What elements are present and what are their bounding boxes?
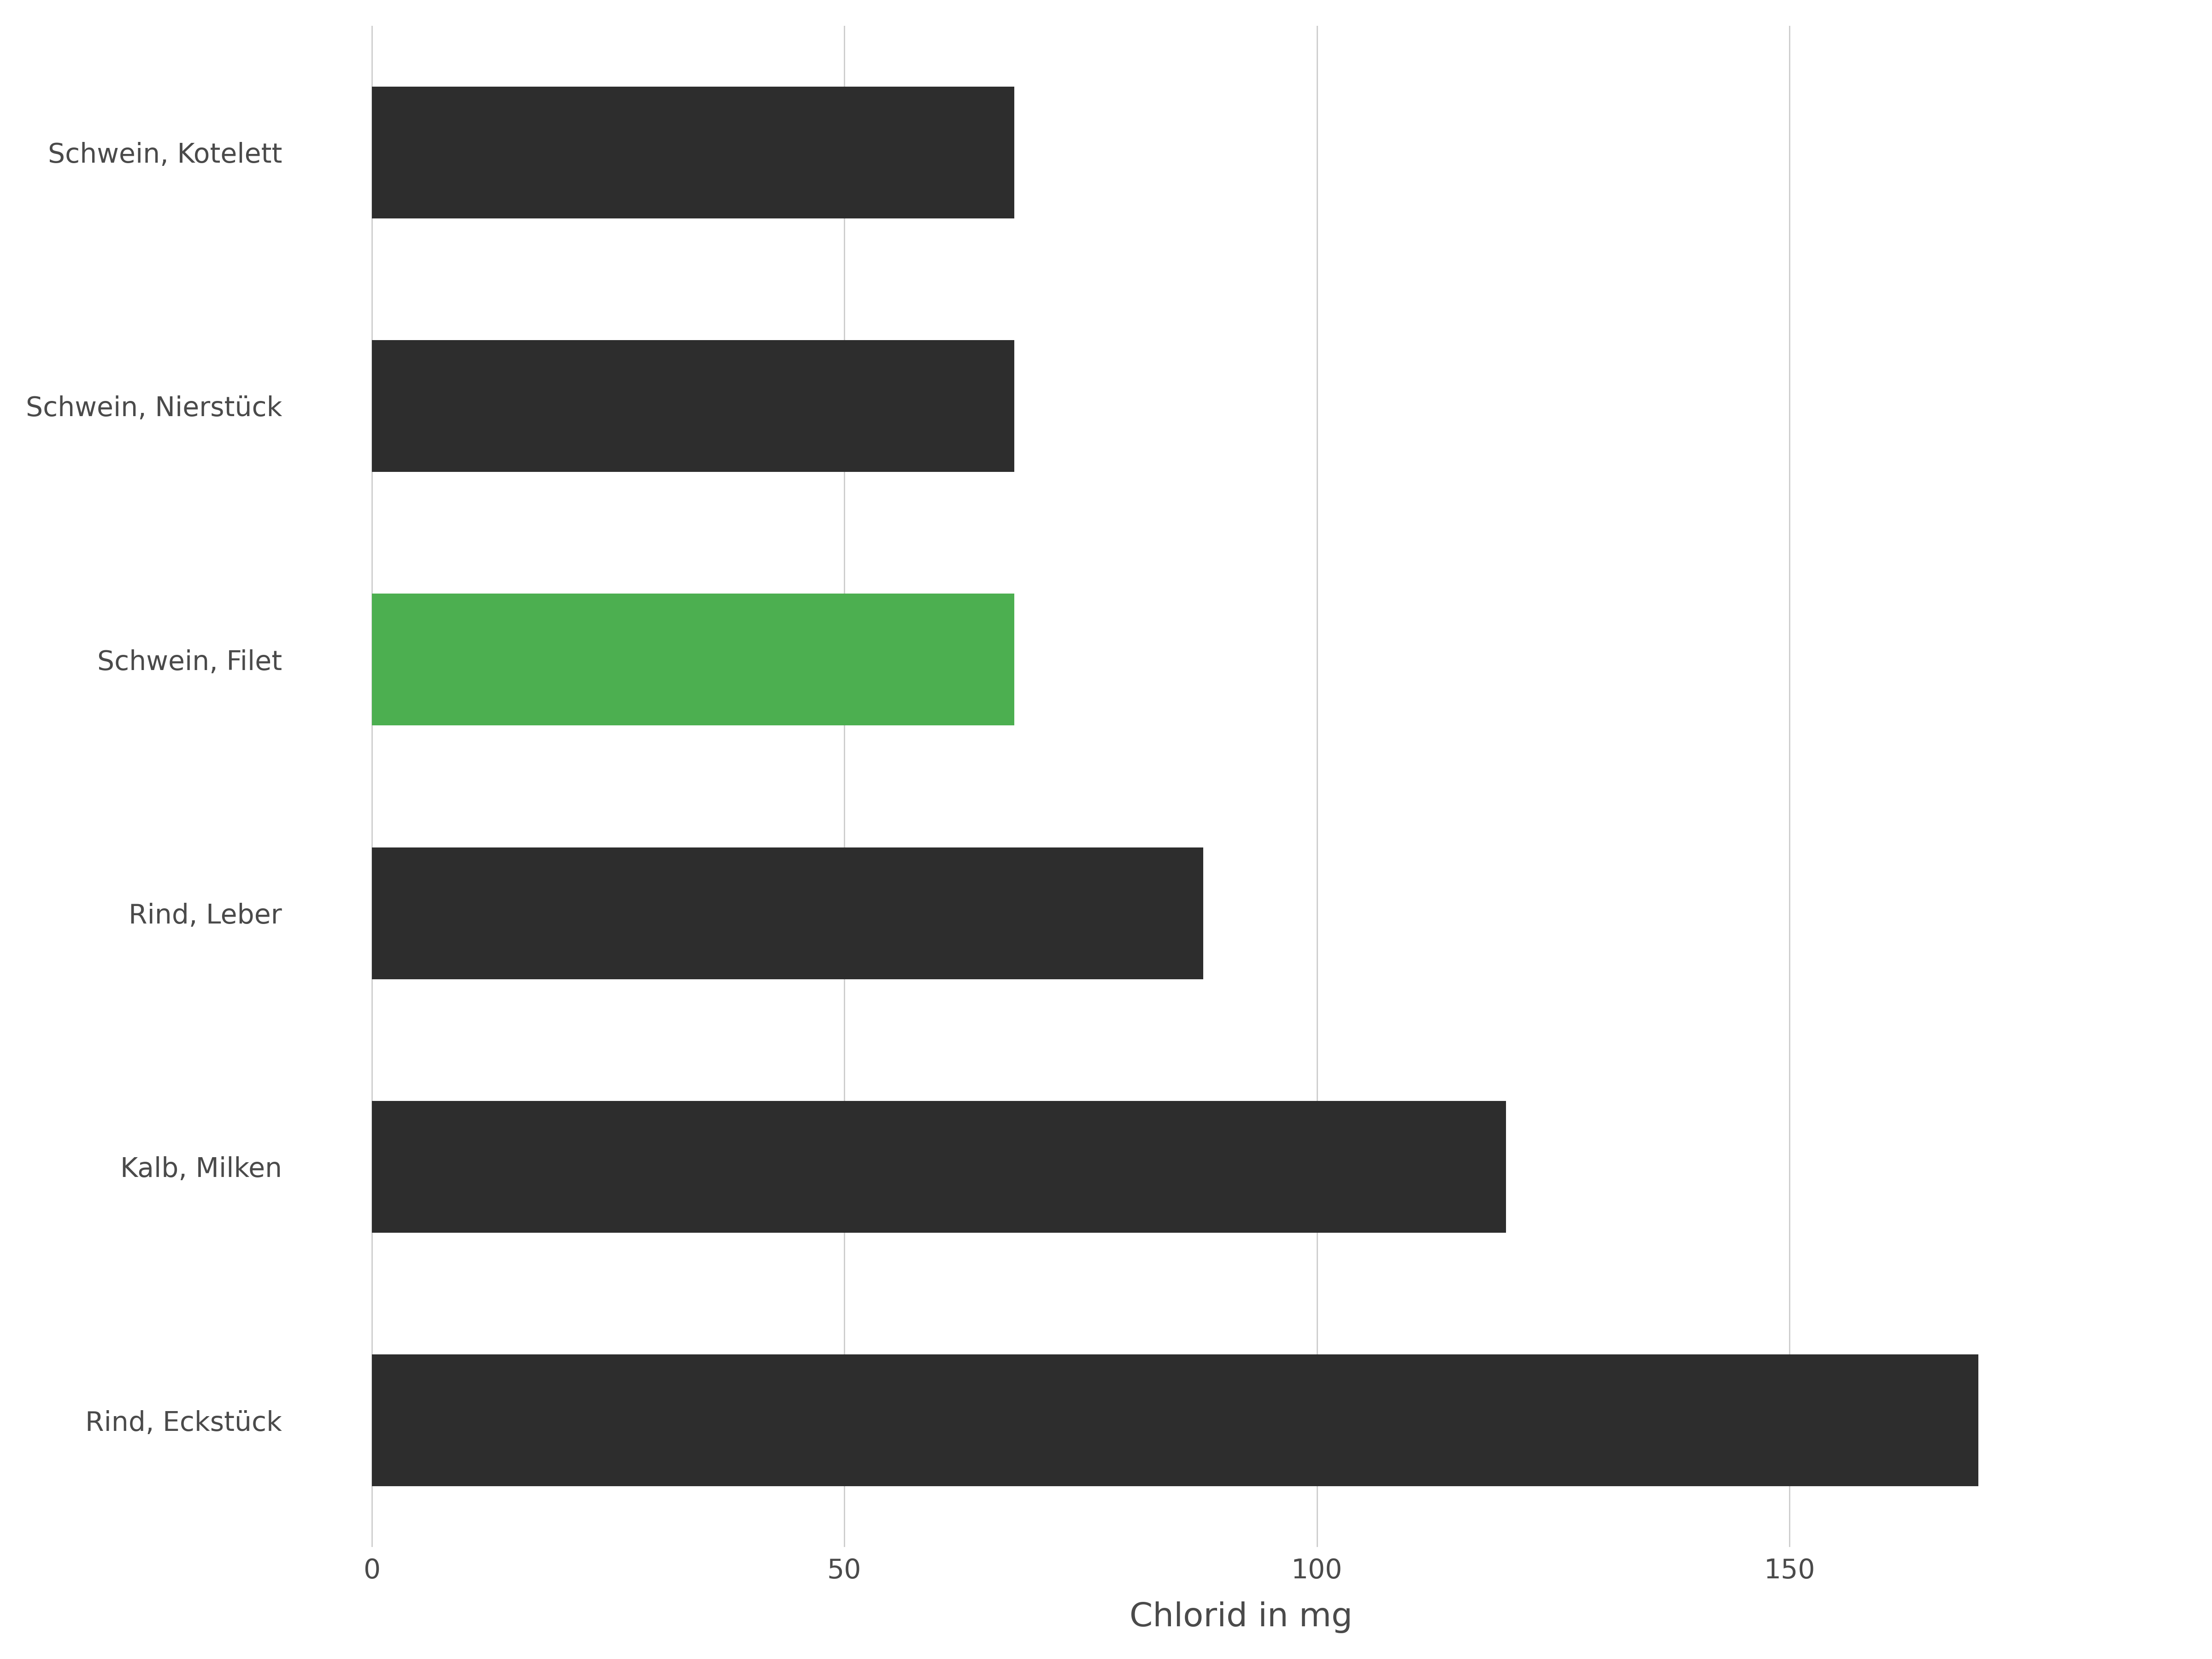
Bar [372, 340, 1015, 471]
X-axis label: Chlorid in mg: Chlorid in mg [1130, 1601, 1354, 1634]
Bar [372, 594, 1015, 725]
Bar [372, 86, 1015, 219]
Bar [372, 1354, 1978, 1486]
Bar [372, 848, 1203, 979]
Bar [372, 1102, 1506, 1233]
